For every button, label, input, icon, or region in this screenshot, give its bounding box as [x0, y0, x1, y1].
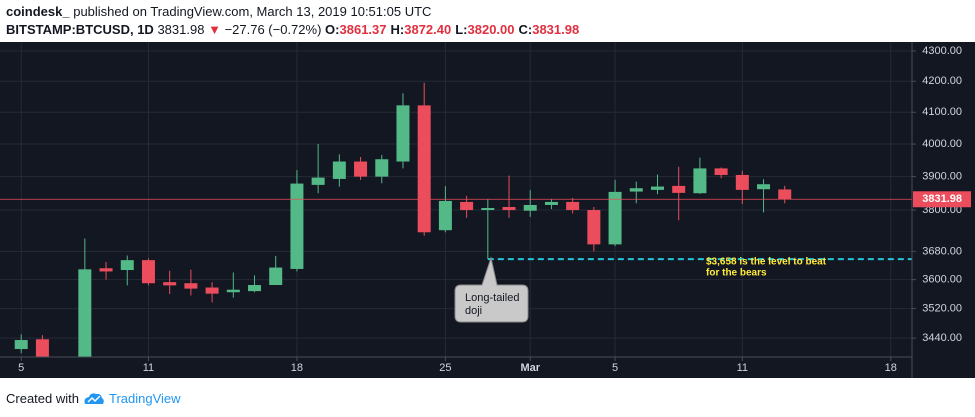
- candle-body: [163, 282, 177, 286]
- annotation: for the bears: [706, 268, 767, 279]
- candle-body: [608, 191, 622, 245]
- candle-body: [587, 210, 601, 245]
- candle-body: [354, 161, 368, 177]
- candle-body: [332, 161, 346, 179]
- legend-line: BITSTAMP:BTCUSD, 1D 3831.98 ▼ −27.76 (−0…: [6, 22, 583, 37]
- candle-body: [35, 339, 49, 357]
- footer-brand[interactable]: TradingView: [108, 391, 181, 406]
- candle-body: [481, 208, 495, 211]
- ohlc-value: 3861.37: [339, 22, 387, 37]
- candle-body: [672, 185, 686, 193]
- candle-body: [693, 168, 707, 194]
- x-tick-label: 18: [885, 362, 897, 374]
- annotation: $3,658 is the level to beat: [706, 257, 827, 268]
- candle-body: [460, 201, 474, 211]
- title: published on TradingView.com, March 13, …: [73, 4, 432, 19]
- y-tick-label: 3520.00: [922, 302, 962, 314]
- ohlc-value: 3872.40: [404, 22, 452, 37]
- ohlc-label: O:: [325, 22, 340, 37]
- candle-body: [120, 260, 134, 271]
- candle-body: [14, 340, 28, 350]
- candle-body: [375, 159, 389, 177]
- y-tick-label: 4200.00: [922, 75, 962, 87]
- callout-text: doji: [465, 305, 482, 317]
- y-tick-label: 4300.00: [922, 45, 962, 57]
- x-tick-label: 11: [143, 362, 154, 374]
- candle-body: [311, 177, 325, 185]
- candle-body: [396, 105, 410, 162]
- last: 3831.98: [157, 22, 205, 37]
- header-line: coindesk_ published on TradingView.com, …: [6, 4, 431, 19]
- down-arrow: ▼: [208, 22, 221, 37]
- candle-body: [184, 283, 198, 289]
- y-tick-label: 3900.00: [922, 171, 962, 183]
- callout-box: [454, 256, 529, 323]
- ohlc-label: L:: [455, 22, 468, 37]
- candle-body: [650, 186, 664, 190]
- candle-body: [735, 174, 749, 190]
- callout-text: Long-tailed: [465, 292, 519, 304]
- last-price-label: 3831.98: [922, 193, 962, 205]
- candle-body: [502, 207, 516, 211]
- x-tick-label: Mar: [520, 362, 540, 374]
- y-tick-label: 3680.00: [922, 245, 962, 257]
- callout: Long-tailed doji: [454, 256, 529, 323]
- candle-body: [714, 168, 728, 175]
- candle-body: [269, 267, 283, 286]
- y-tick-label: 3440.00: [922, 332, 962, 344]
- y-tick-label: 4100.00: [922, 106, 962, 118]
- x-tick-label: 25: [439, 362, 451, 374]
- candle-body: [99, 268, 113, 272]
- y-tick-label: 3600.00: [922, 274, 962, 286]
- candle-body: [248, 285, 262, 292]
- candle-body: [205, 287, 219, 294]
- symbol: BITSTAMP:BTCUSD, 1D: [6, 22, 154, 37]
- candle-body: [629, 188, 643, 192]
- x-tick-label: 11: [737, 362, 748, 374]
- ohlc-value: 3820.00: [467, 22, 515, 37]
- candle-body: [438, 200, 452, 231]
- candle-body: [757, 184, 771, 190]
- ohlc-label: C:: [518, 22, 533, 37]
- x-tick-label: 5: [18, 362, 24, 374]
- ohlc-label: H:: [390, 22, 405, 37]
- candle-body: [778, 189, 792, 200]
- candle-body: [544, 201, 558, 205]
- candle-body: [226, 289, 240, 293]
- x-tick-label: 5: [612, 362, 618, 374]
- x-tick-label: 18: [291, 362, 303, 374]
- brand-logo: [84, 392, 104, 404]
- chart: 3440.003520.003600.003680.003800.003900.…: [0, 42, 975, 378]
- candle-body: [566, 201, 580, 211]
- candle-body: [141, 260, 155, 284]
- footer: Created with TradingView: [6, 391, 181, 406]
- author: coindesk_: [6, 4, 70, 19]
- footer-prefix: Created with: [6, 391, 79, 406]
- ohlc-value: 3831.98: [532, 22, 580, 37]
- candle-body: [78, 269, 92, 357]
- y-tick-label: 4000.00: [922, 138, 962, 150]
- last-price-tag: [913, 191, 971, 208]
- candle-body: [523, 204, 537, 211]
- ohlc: O:3861.37 H:3872.40 L:3820.00 C:3831.98: [325, 22, 583, 37]
- candle-body: [417, 105, 431, 233]
- candle-body: [290, 183, 304, 269]
- change: −27.76 (−0.72%): [224, 22, 322, 37]
